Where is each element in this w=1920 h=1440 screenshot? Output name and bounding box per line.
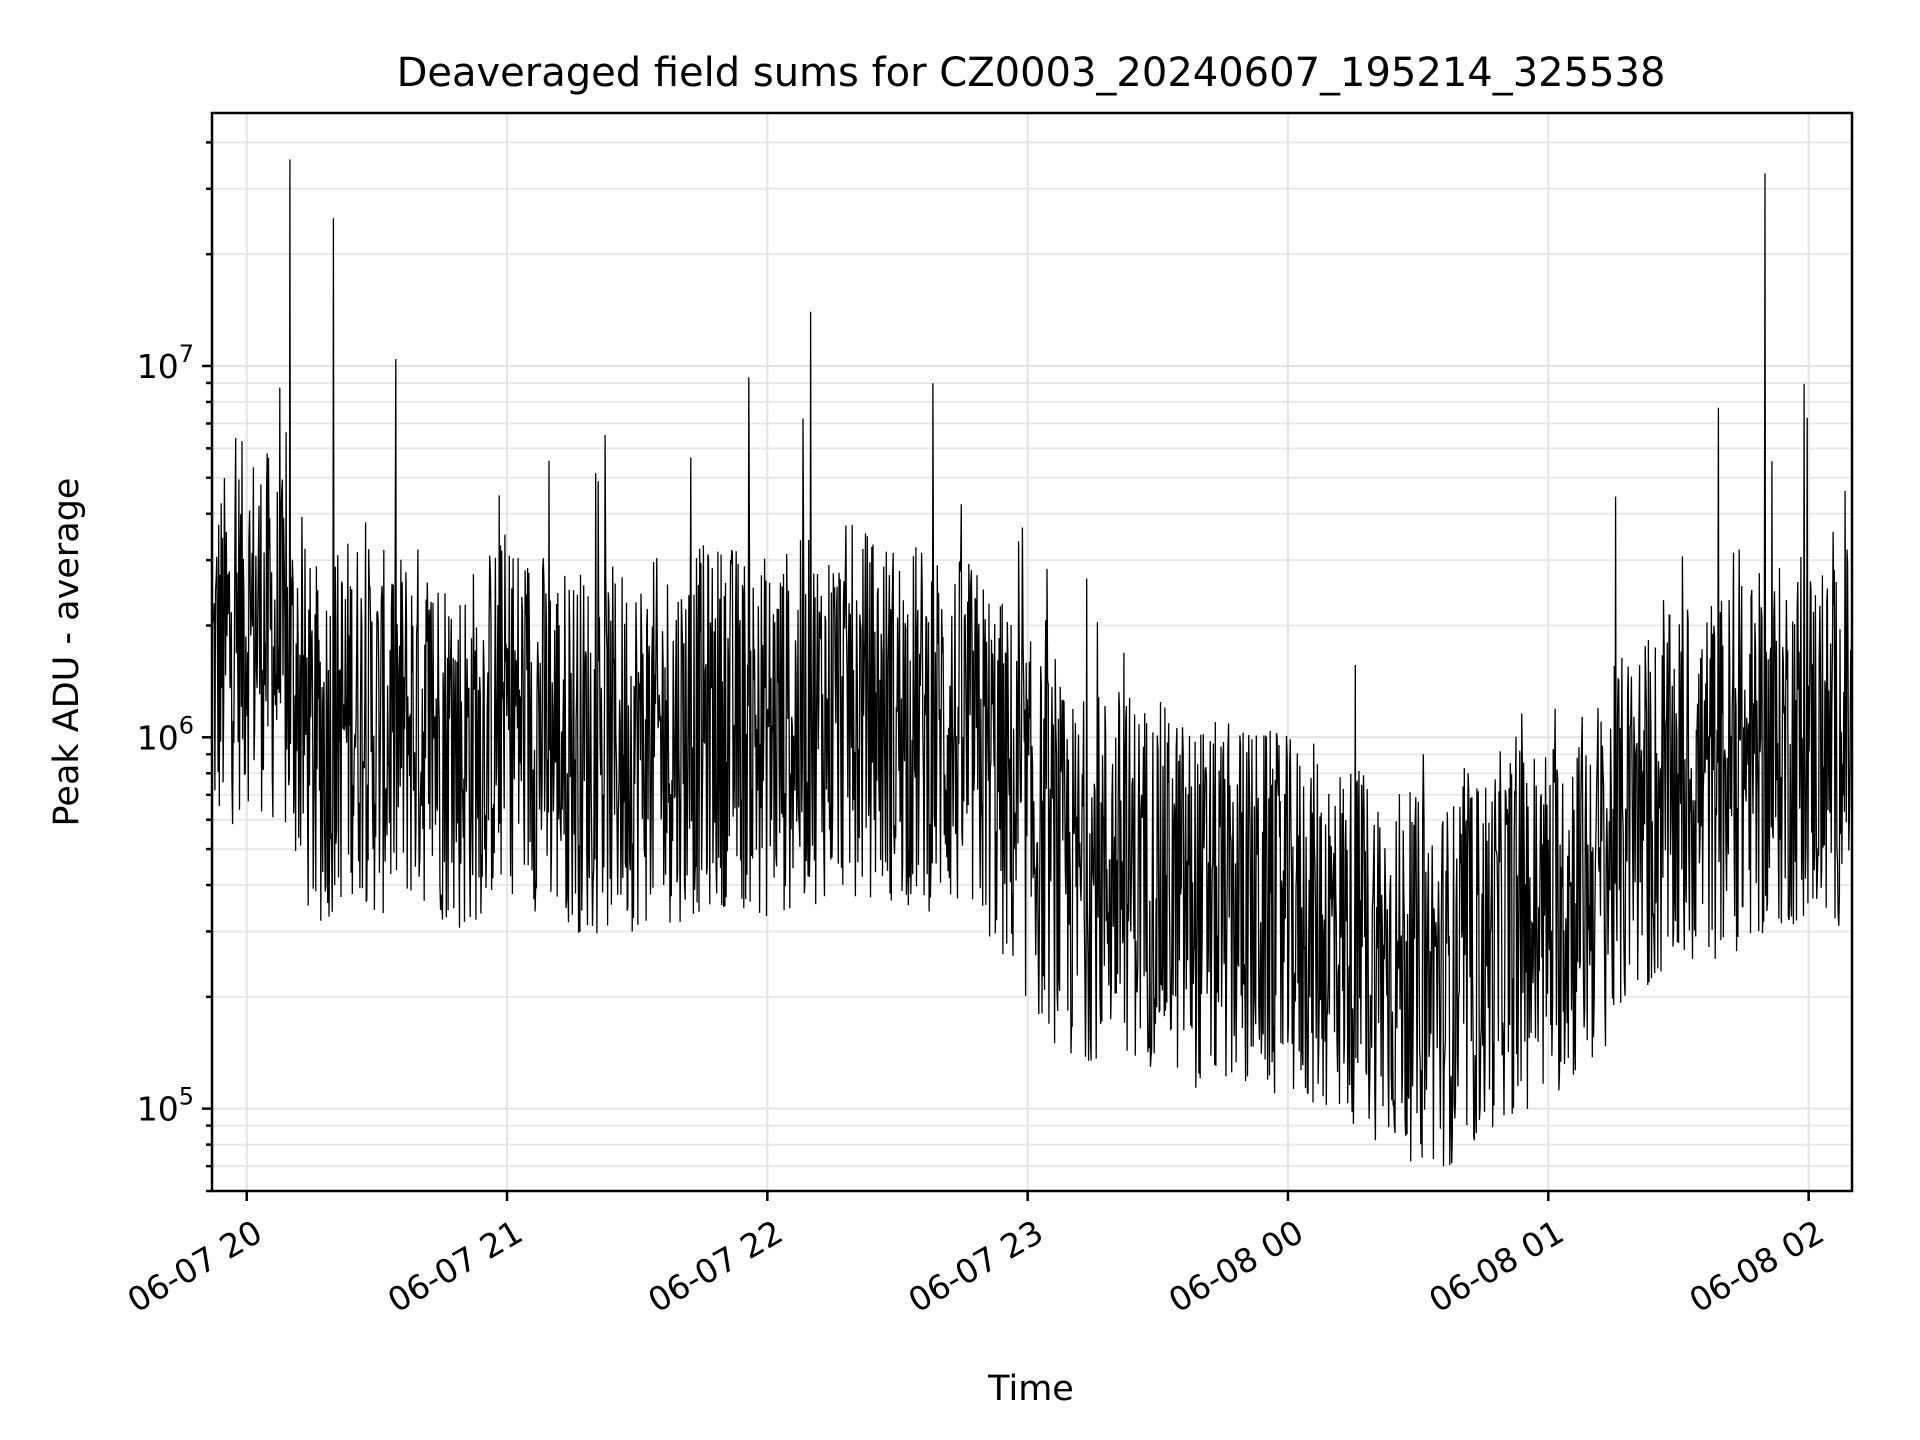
y-tick-label: 106 [137,711,194,757]
plot-frame [210,111,1854,1193]
series-line [212,159,1853,1167]
x-axis-label: Time [987,1369,1074,1409]
chart-title: Deaveraged field sums for CZ0003_2024060… [397,50,1666,96]
y-tick-label: 107 [137,340,194,386]
y-axis-label: Peak ADU - average [47,478,87,827]
y-tick-label: 105 [137,1083,194,1129]
y-axis: 105 106 107 [137,141,212,1193]
